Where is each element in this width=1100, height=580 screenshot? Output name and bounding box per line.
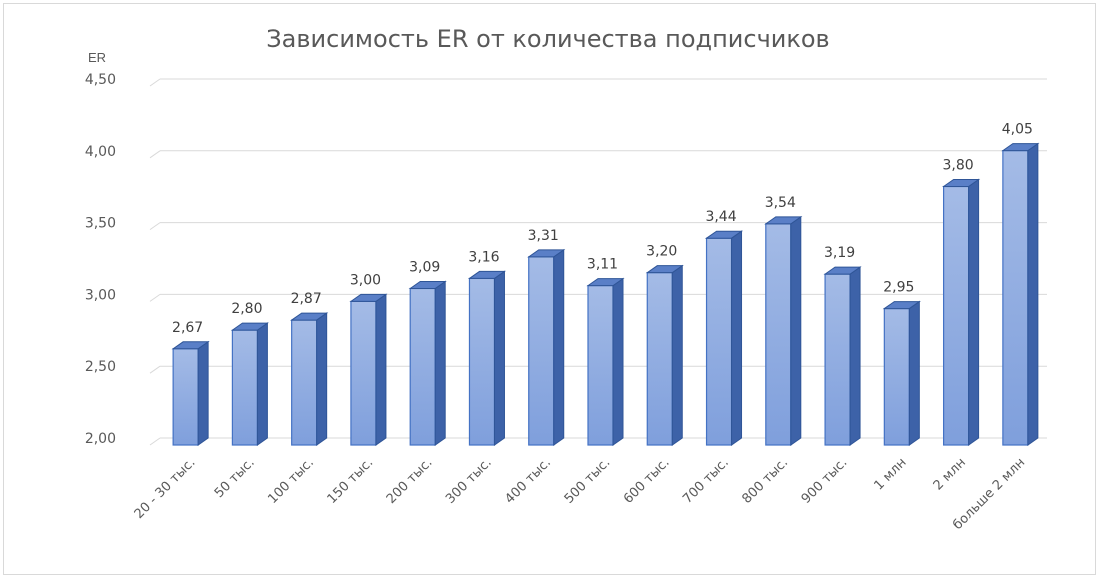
data-label: 3,19: [824, 245, 855, 261]
bar-top: [823, 266, 862, 275]
data-label: 4,05: [1002, 122, 1033, 138]
gridline-depth: [149, 150, 161, 159]
bars: [171, 142, 1040, 446]
x-tick-label: 200 тыс.: [384, 455, 436, 507]
bar-side: [375, 293, 387, 446]
bar-side: [1027, 142, 1039, 446]
bar-side: [493, 270, 505, 446]
y-tick-label: 3,00: [85, 287, 116, 303]
data-labels: 2,67 2,80 2,87 3,00 3,09 3,16 3,31 3,11 3,20 3,44…: [172, 122, 1033, 336]
bar: [942, 185, 970, 446]
data-label: 3,16: [468, 249, 499, 265]
bar-side: [731, 230, 743, 446]
data-label: 3,00: [350, 272, 381, 288]
data-label: 3,20: [646, 244, 677, 260]
bar-side: [434, 280, 446, 446]
data-label: 3,80: [943, 158, 974, 174]
bar-side: [316, 312, 328, 446]
bar-top: [882, 301, 921, 310]
x-tick-label: 600 тыс.: [621, 455, 673, 507]
bar-top: [1001, 143, 1040, 152]
bar: [705, 237, 733, 446]
x-tick-label: 800 тыс.: [739, 455, 791, 507]
bar: [350, 300, 377, 446]
bar-top: [586, 278, 625, 287]
x-tick-label: 900 тыс.: [799, 455, 851, 507]
chart-title: Зависимость ER от количества подписчиков: [266, 25, 829, 53]
y-tick-label: 4,00: [85, 144, 116, 160]
bar-top: [408, 280, 447, 289]
bar: [231, 329, 258, 446]
bar: [883, 307, 910, 446]
data-label: 2,87: [291, 291, 322, 307]
x-tick-label: 500 тыс.: [562, 455, 614, 507]
bar-top: [467, 270, 507, 279]
bar-side: [908, 300, 920, 446]
data-label: 3,09: [409, 259, 440, 275]
bar: [468, 277, 496, 446]
bar: [291, 319, 318, 446]
x-tick-label: 1 млн: [871, 455, 909, 493]
data-label: 2,95: [883, 280, 914, 296]
data-label: 3,44: [705, 209, 736, 225]
bar-top: [290, 312, 329, 321]
bar-top: [645, 265, 684, 274]
bar: [824, 273, 851, 446]
data-label: 3,54: [765, 195, 796, 211]
data-label: 2,67: [172, 320, 203, 336]
x-tick-label: 100 тыс.: [265, 455, 317, 507]
bar-side: [197, 340, 209, 446]
bar-top: [764, 216, 803, 225]
y-tick-label: 3,50: [85, 216, 116, 232]
bar-side: [612, 277, 624, 446]
bar-top: [230, 322, 269, 331]
y-axis-ticks: 2,00 2,50 3,00 3,50 4,00 4,50: [85, 72, 116, 447]
bar-top: [704, 230, 744, 239]
gridline-depth: [149, 222, 161, 231]
x-tick-label: 20 - 30 тыс.: [132, 455, 199, 522]
data-label: 2,80: [231, 301, 262, 317]
y-tick-label: 2,00: [85, 431, 116, 447]
bar: [646, 272, 673, 446]
bar: [1002, 150, 1029, 446]
bar: [172, 348, 199, 446]
y-tick-label: 2,50: [85, 359, 116, 375]
x-axis-ticks: 20 - 30 тыс. 50 тыс. 100 тыс. 150 тыс. 200 т…: [132, 455, 1028, 533]
gridline-depth: [149, 78, 161, 87]
bar: [587, 285, 614, 446]
gridline-depth: [149, 365, 161, 374]
bar-side: [849, 266, 861, 446]
x-tick-label: 300 тыс.: [443, 455, 495, 507]
x-tick-label: 50 тыс.: [212, 455, 258, 501]
x-tick-label: 150 тыс.: [325, 455, 377, 507]
x-tick-label: 700 тыс.: [680, 455, 732, 507]
bar-side: [671, 264, 683, 446]
x-tick-label: 2 млн: [931, 455, 969, 493]
bar-top: [171, 341, 210, 350]
bar-side: [968, 178, 980, 446]
y-axis-label: ER: [88, 50, 106, 65]
data-label: 3,31: [528, 228, 559, 244]
bar-side: [790, 215, 802, 446]
bar: [409, 287, 436, 446]
gridline-depth: [149, 293, 161, 302]
bar-top: [527, 249, 566, 258]
bar: [528, 256, 555, 446]
data-label: 3,11: [587, 257, 618, 273]
bar-top: [942, 179, 981, 188]
x-tick-label: 400 тыс.: [502, 455, 554, 507]
bar-side: [553, 248, 565, 446]
y-tick-label: 4,50: [85, 72, 116, 88]
gridline-depth: [149, 437, 161, 446]
bar-top: [349, 293, 388, 302]
bar-side: [256, 322, 268, 446]
bar: [765, 223, 792, 446]
